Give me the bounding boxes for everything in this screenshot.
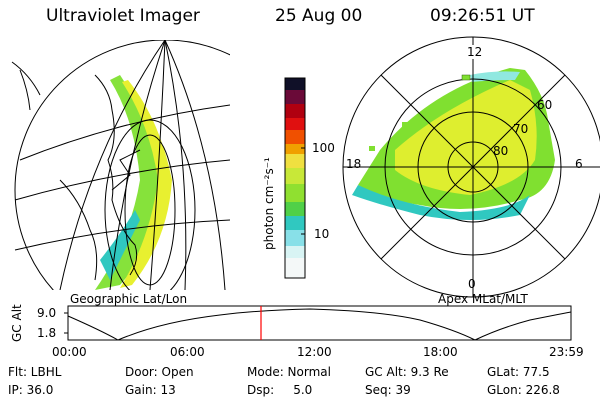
altitude-axis-label: GC Alt: [10, 304, 24, 342]
time-tick-0600: 06:00: [170, 345, 205, 359]
filter-info: Flt: LBHL: [8, 365, 62, 379]
time-tick-0000: 00:00: [52, 345, 87, 359]
mlat-label-60: 60: [537, 98, 553, 112]
mlt-label-0: 0: [468, 277, 476, 291]
glat-info: GLat: 77.5: [487, 365, 550, 379]
time-tick-2359: 23:59: [549, 345, 584, 359]
colorbar-unit-label: photon cm⁻²s⁻¹: [262, 157, 276, 250]
altitude-curve: [67, 308, 572, 341]
time-tick-1200: 12:00: [297, 345, 332, 359]
ip-info: IP: 36.0: [8, 383, 54, 397]
altitude-tick-1-8: 1.8: [37, 326, 57, 340]
time-label: 09:26:51 UT: [430, 6, 535, 26]
altitude-plot: [64, 305, 572, 341]
gain-info: Gain: 13: [125, 383, 176, 397]
mlt-label-18: 18: [346, 157, 362, 171]
altitude-tick-9: 9.0: [37, 306, 57, 320]
gc-alt-info: GC Alt: 9.3 Re: [365, 365, 449, 379]
instrument-title: Ultraviolet Imager: [46, 6, 200, 26]
colorbar: [284, 77, 306, 279]
polar-map-label: Apex MLat/MLT: [438, 292, 528, 306]
time-tick-1800: 18:00: [423, 345, 458, 359]
dsp-info: Dsp: 5.0: [247, 383, 313, 397]
colorbar-tick-100: 100: [312, 141, 335, 155]
colorbar-tick-10: 10: [314, 227, 330, 241]
mlat-label-80: 80: [493, 144, 509, 158]
polar-map: [342, 36, 600, 298]
geo-map-label: Geographic Lat/Lon: [70, 292, 188, 306]
mlt-label-12: 12: [466, 45, 484, 59]
date-label: 25 Aug 00: [275, 6, 363, 26]
seq-info: Seq: 39: [365, 383, 411, 397]
mlat-label-70: 70: [513, 122, 529, 136]
glon-info: GLon: 226.8: [487, 383, 560, 397]
mode-info: Mode: Normal: [247, 365, 331, 379]
mlt-label-6: 6: [575, 157, 583, 171]
door-info: Door: Open: [125, 365, 194, 379]
